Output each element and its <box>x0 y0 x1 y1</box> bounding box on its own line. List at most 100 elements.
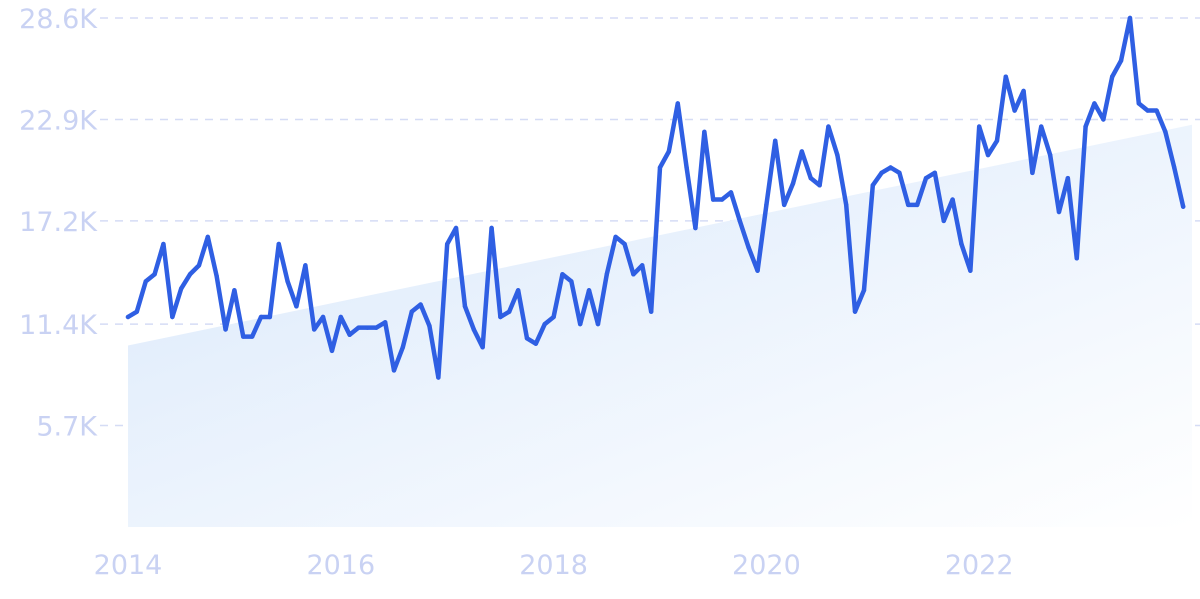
data-point <box>968 268 973 273</box>
data-point <box>666 149 672 154</box>
data-point <box>985 152 991 158</box>
data-point <box>578 321 583 327</box>
data-point <box>773 138 778 144</box>
data-point <box>586 288 592 293</box>
data-point <box>462 304 468 309</box>
data-point <box>746 245 751 250</box>
x-tick-label: 2016 <box>306 550 375 581</box>
data-point <box>515 288 521 293</box>
data-point <box>170 314 175 320</box>
data-point <box>1021 88 1026 94</box>
data-point <box>790 181 796 186</box>
data-point <box>453 225 459 231</box>
data-point <box>870 183 875 188</box>
data-point <box>844 202 849 208</box>
data-point <box>276 241 281 247</box>
x-axis-ticks: 2014 2016 2018 2020 2022 <box>94 550 1014 581</box>
data-point <box>657 165 663 170</box>
trend-area-fill <box>128 124 1192 528</box>
data-point <box>303 263 308 268</box>
data-point <box>1101 117 1106 122</box>
data-point <box>125 314 131 320</box>
data-point <box>977 124 982 129</box>
data-point <box>817 183 822 188</box>
data-point <box>631 272 636 277</box>
data-point <box>267 314 273 320</box>
data-point <box>187 272 193 277</box>
data-point <box>764 202 769 208</box>
x-tick-label: 2014 <box>94 550 163 581</box>
data-point <box>835 152 840 158</box>
data-point <box>959 241 964 247</box>
data-point <box>409 309 414 314</box>
data-point <box>143 279 148 284</box>
data-point <box>693 225 698 231</box>
data-point <box>1012 108 1017 113</box>
y-tick-label: 5.7K <box>36 412 98 443</box>
data-point <box>391 368 397 373</box>
data-point <box>604 272 609 277</box>
data-point <box>640 263 645 268</box>
data-point <box>852 309 858 314</box>
data-point <box>1136 101 1142 106</box>
data-point <box>489 225 494 231</box>
data-point <box>312 327 317 332</box>
data-point <box>134 309 140 314</box>
data-point <box>1065 175 1071 181</box>
data-point <box>232 288 237 293</box>
data-point <box>356 325 361 330</box>
data-point <box>560 272 565 277</box>
y-tick-label: 22.9K <box>19 105 98 136</box>
data-point <box>1092 101 1097 106</box>
data-point <box>719 197 725 202</box>
data-point <box>161 241 166 247</box>
data-point <box>1083 124 1088 129</box>
data-point <box>471 327 476 332</box>
data-point <box>179 286 184 291</box>
data-point <box>1047 152 1053 158</box>
data-point <box>400 345 406 350</box>
data-point <box>285 279 290 284</box>
data-point <box>427 323 432 329</box>
data-point <box>755 268 760 273</box>
data-point <box>1145 108 1150 113</box>
x-tick-label: 2022 <box>945 550 1014 581</box>
y-tick-label: 28.6K <box>19 4 98 35</box>
data-point <box>781 202 787 208</box>
data-point <box>214 273 219 279</box>
data-point <box>728 190 734 195</box>
data-point <box>799 149 805 154</box>
series-line <box>125 15 1186 380</box>
y-axis-ticks: 5.7K 11.4K 17.2K 22.9K 28.6K <box>19 4 98 443</box>
data-point <box>941 218 946 224</box>
data-point <box>329 348 335 354</box>
data-point <box>1030 170 1035 176</box>
data-point <box>923 175 929 181</box>
data-point <box>524 336 530 341</box>
data-point <box>241 334 246 339</box>
data-point <box>507 309 512 314</box>
x-tick-label: 2020 <box>732 550 801 581</box>
data-point <box>258 314 264 320</box>
data-point <box>1110 74 1115 79</box>
data-point <box>1003 74 1008 79</box>
data-point <box>1154 108 1159 113</box>
data-point <box>906 202 911 208</box>
data-point <box>382 320 388 325</box>
data-point <box>1163 129 1168 135</box>
data-point <box>542 321 547 327</box>
x-tick-label: 2018 <box>519 550 588 581</box>
data-point <box>1056 209 1062 215</box>
data-point <box>320 314 326 320</box>
data-point <box>861 288 867 293</box>
data-point <box>994 138 1000 144</box>
data-point <box>338 314 343 320</box>
data-point <box>569 279 574 284</box>
data-point <box>249 334 255 339</box>
data-point <box>914 202 920 208</box>
series-layer <box>125 15 1186 380</box>
data-point <box>347 332 352 337</box>
data-point <box>480 345 485 350</box>
